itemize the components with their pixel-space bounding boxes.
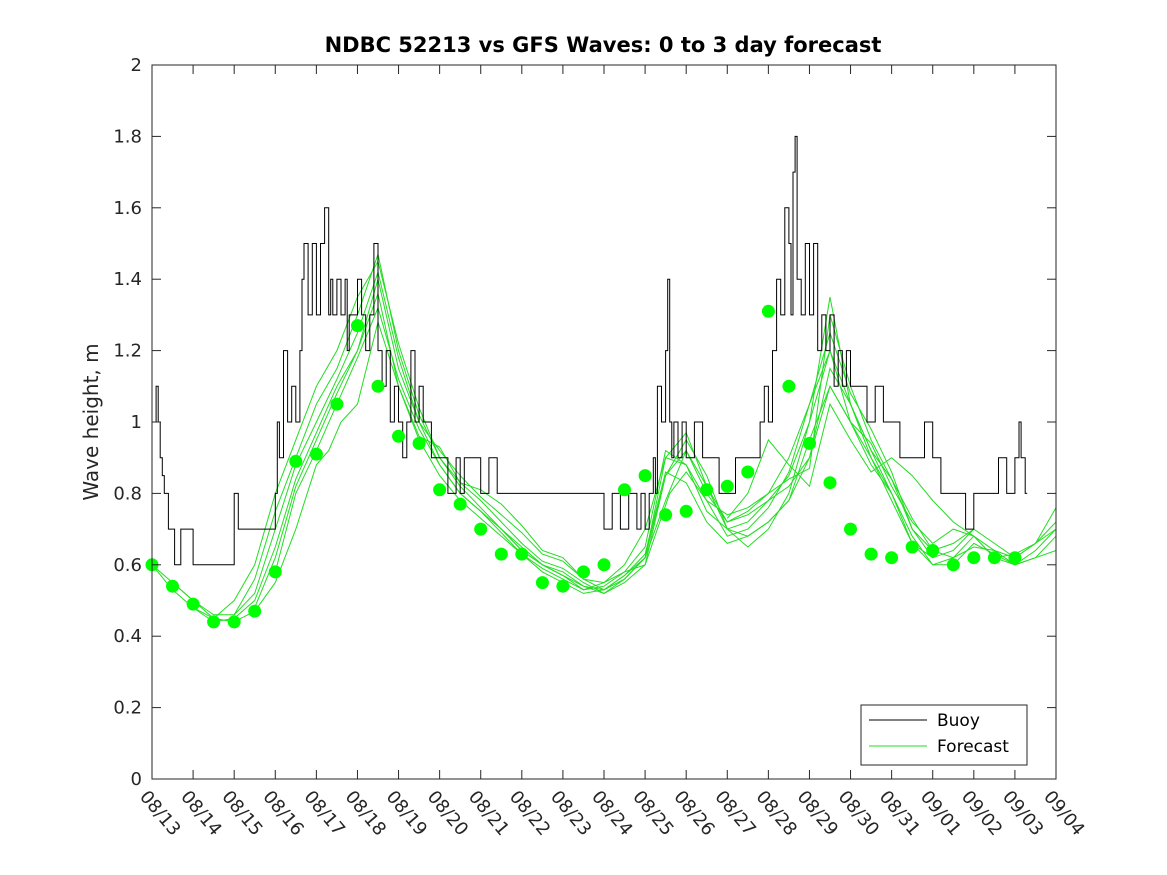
x-tick-label: 08/18 <box>341 787 390 840</box>
x-tick-label: 09/01 <box>916 787 965 840</box>
y-tick-label: 0.4 <box>113 626 142 647</box>
forecast-marker <box>351 319 364 333</box>
y-axis-label: Wave height, m <box>79 343 103 500</box>
y-tick-label: 0.2 <box>113 698 142 719</box>
x-tick-label: 08/22 <box>505 787 554 840</box>
legend-buoy-label: Buoy <box>937 711 980 731</box>
forecast-marker <box>433 483 447 497</box>
forecast-marker <box>761 304 775 318</box>
y-tick-label: 1.2 <box>113 341 142 362</box>
x-tick-label: 08/16 <box>258 787 307 840</box>
x-tick-label: 08/28 <box>752 787 801 840</box>
forecast-marker <box>289 454 303 468</box>
forecast-marker <box>803 436 816 450</box>
forecast-marker <box>330 397 344 411</box>
x-tick-label: 08/31 <box>875 787 924 840</box>
forecast-marker <box>453 497 467 511</box>
x-tick-label: 08/29 <box>793 787 842 840</box>
x-tick-label: 08/26 <box>669 787 718 840</box>
forecast-marker <box>741 465 755 479</box>
forecast-marker <box>597 558 611 572</box>
forecast-marker <box>905 540 919 554</box>
legend-box <box>860 704 1028 766</box>
forecast-marker <box>782 379 796 393</box>
forecast-marker <box>535 576 549 590</box>
x-tick-label: 08/23 <box>546 787 595 840</box>
forecast-marker <box>844 522 857 536</box>
chart-title: NDBC 52213 vs GFS Waves: 0 to 3 day fore… <box>325 33 882 57</box>
forecast-marker <box>207 615 221 629</box>
forecast-marker <box>166 579 179 593</box>
forecast-marker <box>556 579 570 593</box>
forecast-marker <box>227 615 241 629</box>
y-tick-label: 1 <box>131 412 142 433</box>
x-tick-label: 08/19 <box>382 787 431 840</box>
forecast-marker <box>186 597 200 611</box>
forecast-marker <box>638 469 652 483</box>
forecast-marker <box>946 558 960 572</box>
forecast-marker <box>987 551 1001 565</box>
forecast-marker <box>392 429 405 443</box>
forecast-marker <box>371 379 385 393</box>
x-tick-label: 08/13 <box>135 787 184 840</box>
x-tick-label: 09/02 <box>957 787 1006 840</box>
y-tick-label: 0.8 <box>113 483 142 504</box>
forecast-marker <box>720 479 734 493</box>
forecast-line-5 <box>233 270 975 616</box>
forecast-marker <box>823 476 837 490</box>
x-tick-label: 08/14 <box>176 787 225 840</box>
x-tick-label: 09/03 <box>998 787 1047 840</box>
forecast-marker <box>494 547 508 561</box>
forecast-marker <box>474 522 488 536</box>
y-tick-label: 2 <box>131 55 142 76</box>
forecast-marker <box>700 483 714 497</box>
forecast-marker <box>577 565 590 579</box>
forecast-marker <box>309 447 323 461</box>
x-tick-label: 08/25 <box>628 787 677 840</box>
forecast-marker <box>885 551 899 565</box>
x-tick-label: 08/27 <box>710 787 759 840</box>
x-tick-label: 08/20 <box>423 787 472 840</box>
forecast-line-6 <box>254 291 1057 608</box>
x-tick-label: 08/17 <box>300 787 349 840</box>
forecast-marker <box>864 547 878 561</box>
forecast-marker <box>679 504 693 518</box>
y-tick-label: 1.4 <box>113 269 142 290</box>
forecast-marker <box>412 436 426 450</box>
x-tick-label: 08/15 <box>217 787 266 840</box>
forecast-line-8 <box>500 349 1057 594</box>
legend: Buoy Forecast <box>860 704 1028 766</box>
forecast-marker <box>515 547 529 561</box>
forecast-marker <box>659 508 673 522</box>
forecast-marker <box>926 544 940 557</box>
x-tick-label: 08/21 <box>464 787 513 840</box>
y-tick-label: 1.8 <box>113 126 142 147</box>
forecast-marker <box>1008 551 1022 565</box>
forecast-marker <box>268 565 282 579</box>
x-tick-label: 09/04 <box>1039 787 1088 840</box>
plot-area <box>145 135 1057 629</box>
forecast-line-7 <box>274 296 1057 591</box>
forecast-marker <box>248 604 262 618</box>
forecast-marker <box>967 551 981 565</box>
x-tick-label: 08/24 <box>587 787 636 840</box>
legend-forecast-label: Forecast <box>937 737 1009 757</box>
y-tick-label: 1.6 <box>113 198 142 219</box>
y-tick-label: 0.6 <box>113 555 142 576</box>
x-tick-label: 08/30 <box>834 787 883 840</box>
forecast-marker <box>618 483 631 497</box>
y-tick-label: 0 <box>131 769 142 790</box>
buoy-line <box>154 135 1028 566</box>
forecast-line-9 <box>726 402 1057 559</box>
